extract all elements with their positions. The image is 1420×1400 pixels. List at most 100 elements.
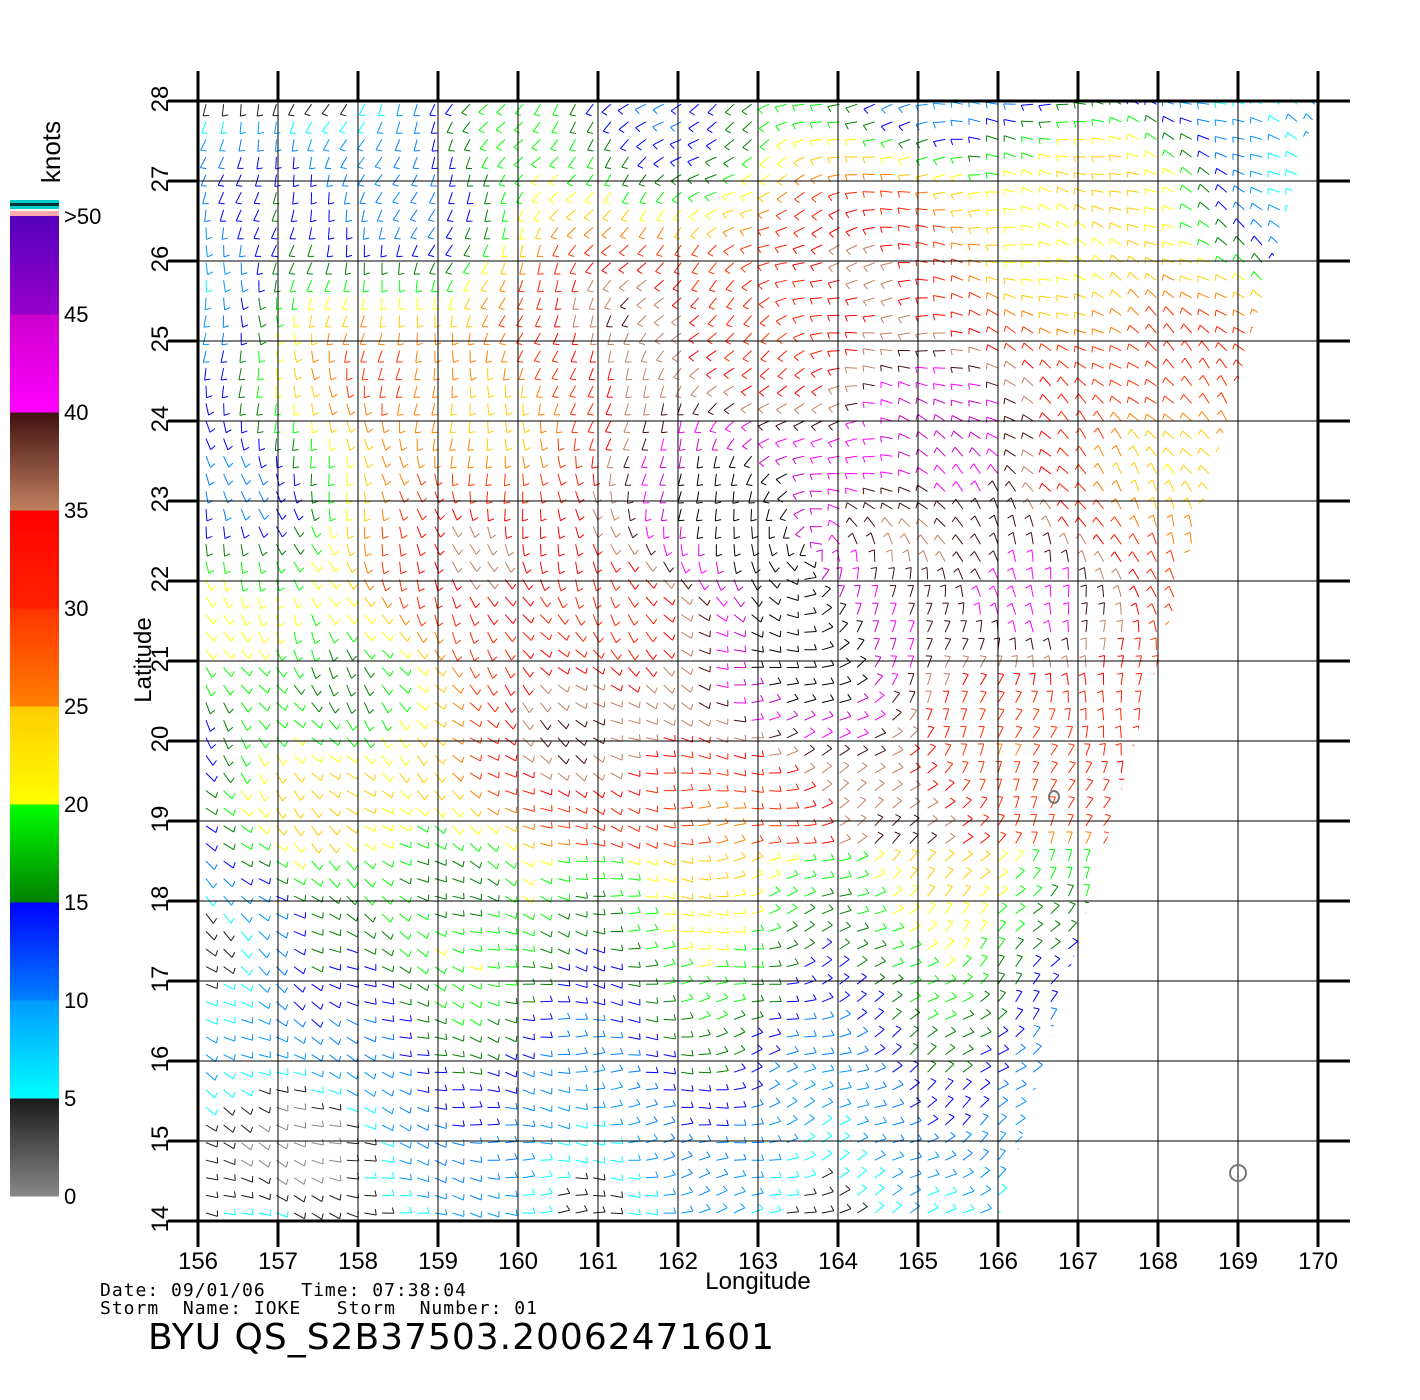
wind-barb-flag <box>1244 936 1251 940</box>
wind-barb-flag <box>830 853 835 860</box>
wind-barb <box>293 948 305 956</box>
wind-barb-flag <box>742 1082 747 1088</box>
wind-barb-flag <box>935 1151 940 1157</box>
wind-barb <box>856 817 867 827</box>
wind-barb-flag <box>566 774 570 781</box>
wind-barb-flag <box>620 685 623 692</box>
wind-barb <box>293 596 299 609</box>
wind-barb <box>381 1018 394 1022</box>
wind-barb-flag <box>1257 901 1264 904</box>
wind-barb-flag <box>674 1050 676 1057</box>
wind-barb <box>434 772 443 783</box>
wind-barb <box>610 649 619 660</box>
wind-barb <box>329 1106 342 1111</box>
wind-barb <box>1085 921 1093 932</box>
wind-barb-flag <box>533 1014 536 1021</box>
wind-barb-flag <box>1025 637 1032 642</box>
wind-barb <box>892 692 901 703</box>
wind-barb <box>962 818 973 827</box>
wind-barb <box>557 737 567 748</box>
wind-barb-flag <box>948 779 955 784</box>
wind-barb-flag <box>244 604 250 609</box>
wind-barb <box>205 878 214 889</box>
wind-barb <box>1186 620 1193 633</box>
wind-barb <box>311 596 318 608</box>
wind-barb <box>557 913 569 920</box>
wind-barb <box>258 1001 269 1009</box>
wind-barb <box>1279 832 1286 844</box>
wind-barb-flag <box>215 1125 219 1132</box>
wind-barb <box>821 941 833 950</box>
wind-barb <box>1103 798 1111 809</box>
wind-barb-flag <box>861 1008 868 1013</box>
wind-barb-flag <box>532 879 535 886</box>
wind-barb <box>1155 990 1163 1003</box>
wind-barb <box>839 857 852 862</box>
wind-barb <box>997 726 1004 739</box>
wind-barb <box>205 772 215 782</box>
wind-barb <box>328 895 339 905</box>
wind-barb-flag <box>674 822 676 829</box>
wind-barb <box>1120 919 1126 932</box>
wind-barb <box>1291 585 1298 598</box>
wind-barb <box>417 842 429 849</box>
wind-barb-flag <box>1185 795 1192 799</box>
wind-barb-flag <box>585 667 588 674</box>
wind-barb <box>399 1071 412 1077</box>
wind-barb <box>979 761 985 774</box>
wind-barb <box>1279 1149 1287 1161</box>
wind-barb-flag <box>1035 954 1042 959</box>
wind-barb-flag <box>1079 654 1086 659</box>
wind-barb <box>311 1036 322 1045</box>
wind-barb <box>751 873 763 880</box>
wind-barb <box>381 596 389 608</box>
wind-barb <box>733 1159 747 1161</box>
wind-barb-flag <box>690 1101 694 1108</box>
wind-barb-flag <box>1240 901 1247 904</box>
wind-barb <box>1173 886 1182 897</box>
wind-barb-flag <box>843 797 850 802</box>
wind-barb <box>1279 1009 1288 1020</box>
wind-barb <box>399 1018 412 1022</box>
wind-barb <box>1296 796 1300 809</box>
wind-barb-flag <box>584 791 588 798</box>
wind-barb <box>505 1018 517 1024</box>
wind-barb-flag <box>621 857 624 864</box>
wind-barb <box>645 1212 658 1216</box>
wind-barb-flag <box>444 949 447 956</box>
colorbar-tick-label: 15 <box>64 890 88 915</box>
wind-barb-flag <box>215 808 219 815</box>
wind-barb <box>698 823 711 827</box>
wind-barb-flag <box>389 635 394 642</box>
wind-barb-flag <box>1139 831 1146 834</box>
wind-barb <box>1208 885 1215 897</box>
wind-barb <box>909 1173 922 1179</box>
wind-barb-flag <box>793 1062 799 1068</box>
wind-barb <box>240 825 252 834</box>
wind-barb <box>1138 902 1144 914</box>
wind-barb-flag <box>688 1186 694 1193</box>
wind-barb <box>276 755 285 766</box>
wind-barb <box>962 1190 975 1196</box>
wind-barb <box>1015 1167 1024 1179</box>
wind-barb-flag <box>861 1166 867 1171</box>
wind-barb <box>240 842 252 850</box>
wind-barb <box>1226 866 1229 879</box>
wind-barb-flag <box>898 974 904 980</box>
wind-barb <box>663 631 673 641</box>
wind-barb-flag <box>685 568 691 574</box>
wind-barb-flag <box>338 773 342 780</box>
wind-barb <box>1068 940 1078 950</box>
wind-barb <box>452 948 464 954</box>
wind-barb-flag <box>473 639 480 644</box>
wind-barb <box>1226 1025 1231 1038</box>
wind-barb-flag <box>547 741 552 748</box>
wind-barb-flag <box>1278 813 1285 816</box>
wind-barb-flag <box>621 944 624 951</box>
wind-barb <box>1261 796 1268 809</box>
wind-barb <box>997 709 1005 721</box>
colorbar-segment <box>10 314 59 413</box>
wind-barb <box>923 550 929 562</box>
wind-barb-flag <box>1221 866 1229 869</box>
wind-barb-flag <box>264 761 270 767</box>
